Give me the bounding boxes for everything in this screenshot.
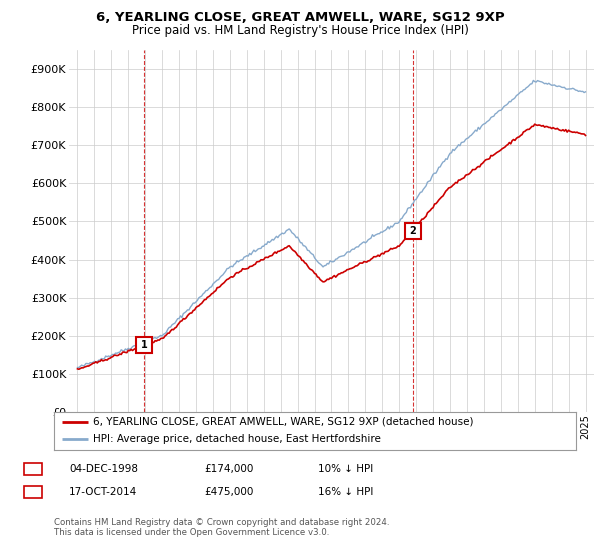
Text: £174,000: £174,000 — [204, 464, 253, 474]
Text: 1: 1 — [29, 464, 37, 474]
Text: 16% ↓ HPI: 16% ↓ HPI — [318, 487, 373, 497]
Text: 2: 2 — [29, 487, 37, 497]
Text: 17-OCT-2014: 17-OCT-2014 — [69, 487, 137, 497]
Text: £475,000: £475,000 — [204, 487, 253, 497]
Text: HPI: Average price, detached house, East Hertfordshire: HPI: Average price, detached house, East… — [93, 435, 381, 445]
Text: 10% ↓ HPI: 10% ↓ HPI — [318, 464, 373, 474]
Text: 6, YEARLING CLOSE, GREAT AMWELL, WARE, SG12 9XP (detached house): 6, YEARLING CLOSE, GREAT AMWELL, WARE, S… — [93, 417, 473, 427]
Text: 04-DEC-1998: 04-DEC-1998 — [69, 464, 138, 474]
Text: 2: 2 — [409, 226, 416, 236]
Text: Price paid vs. HM Land Registry's House Price Index (HPI): Price paid vs. HM Land Registry's House … — [131, 24, 469, 37]
Text: Contains HM Land Registry data © Crown copyright and database right 2024.
This d: Contains HM Land Registry data © Crown c… — [54, 518, 389, 538]
Text: 1: 1 — [140, 340, 147, 351]
Text: 6, YEARLING CLOSE, GREAT AMWELL, WARE, SG12 9XP: 6, YEARLING CLOSE, GREAT AMWELL, WARE, S… — [95, 11, 505, 24]
